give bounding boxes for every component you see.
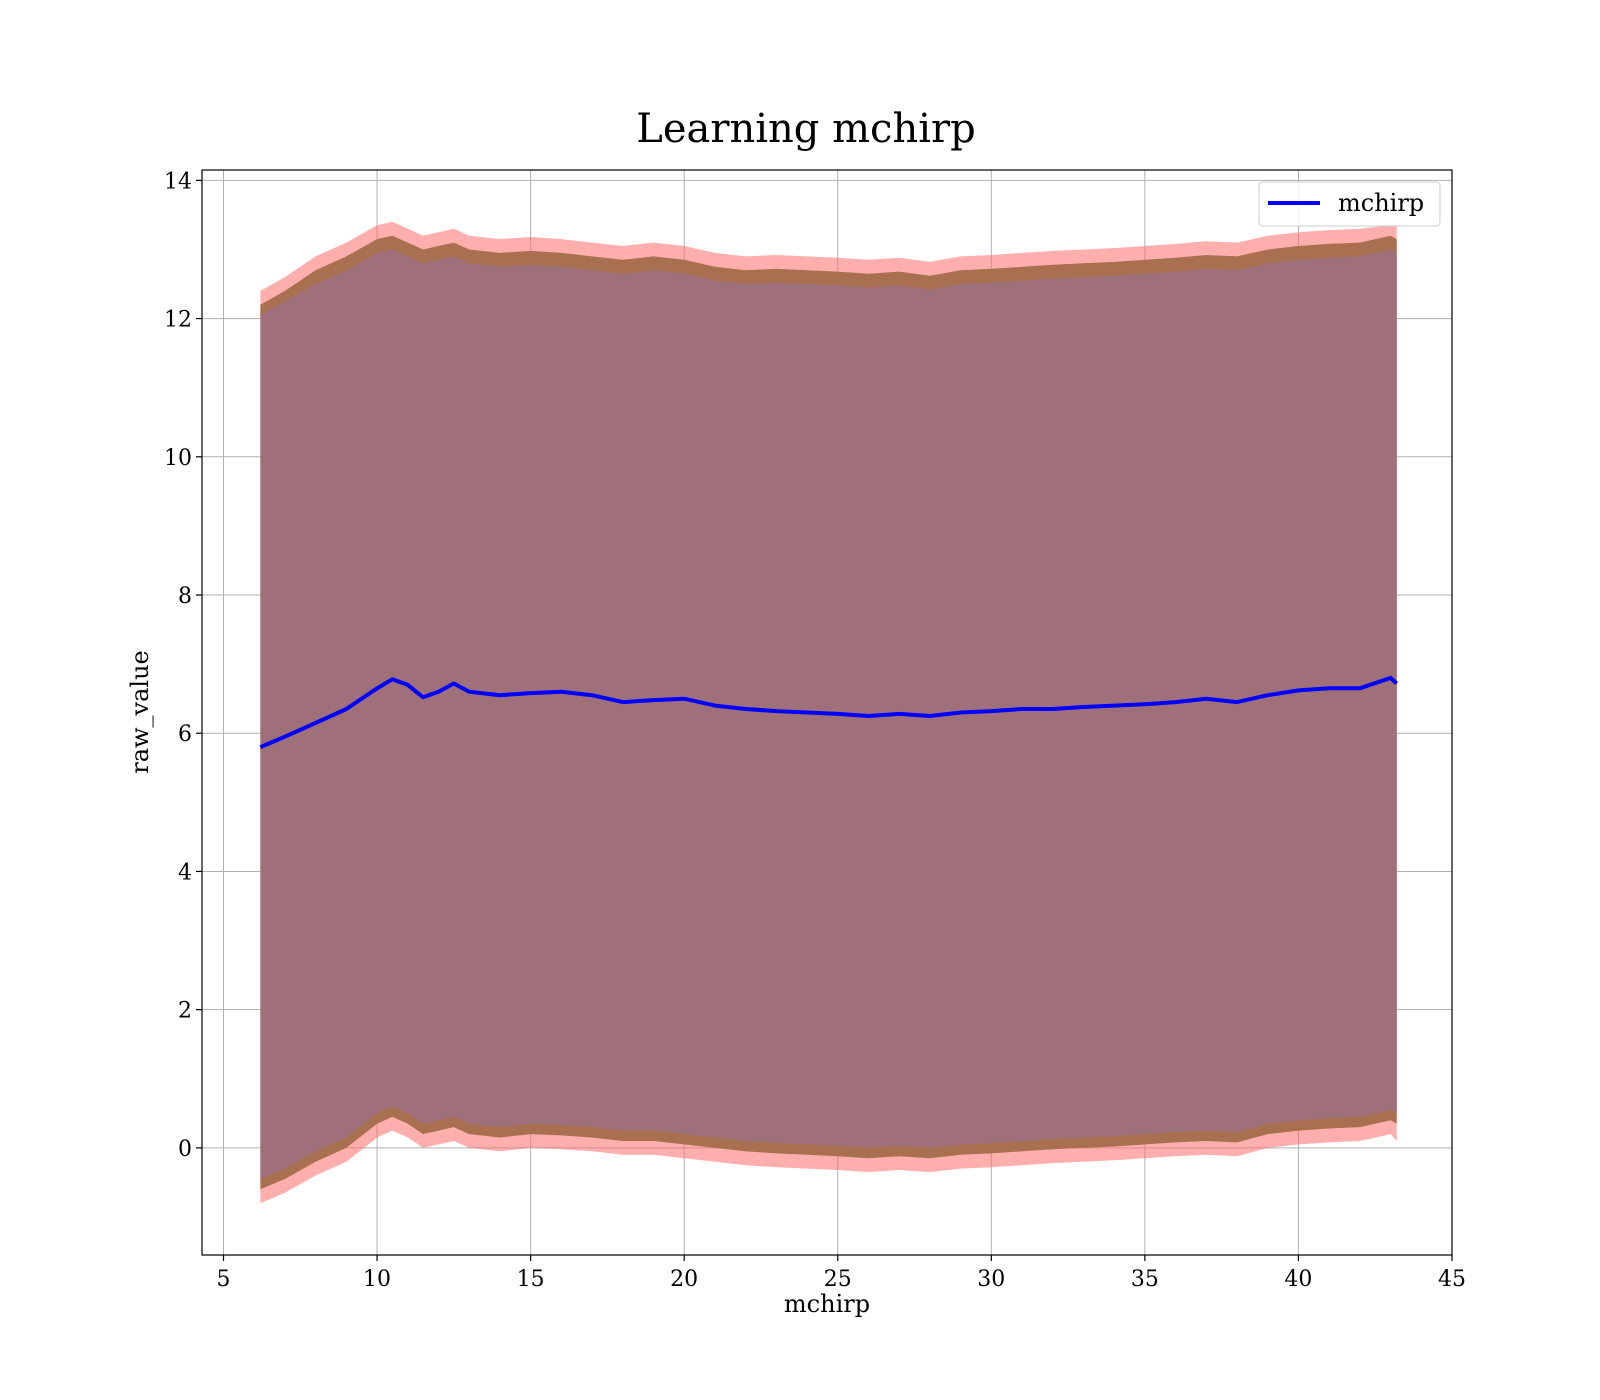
x-tick-label: 25 [824,1267,852,1292]
y-tick-label: 10 [164,446,192,471]
y-axis-ticks: 0 2 4 6 8 10 12 14 [164,169,202,1162]
series-line-mchirp [259,675,1399,749]
legend-box [1258,181,1441,227]
y-tick-label: 2 [178,999,192,1024]
x-tick-label: 5 [216,1267,230,1292]
series-lines [259,675,1399,749]
chart-title: Learning mchirp [636,106,975,152]
x-tick-label: 45 [1438,1267,1466,1292]
x-axis-ticks: 5 10 15 20 25 30 35 40 45 [216,1255,1466,1292]
legend-label-mchirp: mchirp [1338,189,1424,217]
legend: mchirp [1258,181,1441,227]
x-tick-label: 20 [670,1267,698,1292]
y-tick-label: 0 [178,1137,192,1162]
x-tick-label: 10 [363,1267,391,1292]
x-axis-label: mchirp [784,1290,870,1318]
y-tick-label: 8 [178,584,192,609]
y-tick-label: 14 [164,169,192,194]
y-tick-label: 12 [164,308,192,333]
y-axis-label: raw_value [126,650,154,774]
y-tick-label: 4 [178,860,192,885]
x-tick-label: 15 [517,1267,545,1292]
x-tick-label: 35 [1131,1267,1159,1292]
y-tick-label: 6 [178,722,192,747]
x-tick-label: 30 [977,1267,1005,1292]
x-tick-label: 40 [1284,1267,1312,1292]
plot-frame [201,169,1453,1256]
